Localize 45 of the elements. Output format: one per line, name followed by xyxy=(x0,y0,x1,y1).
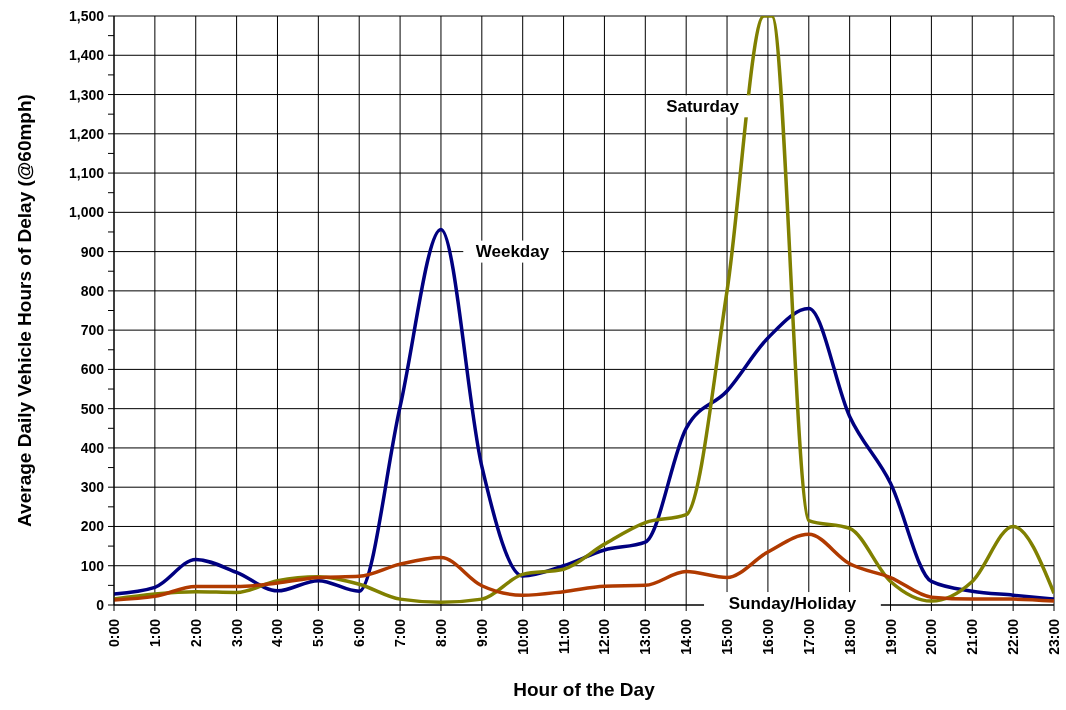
x-tick-label: 6:00 xyxy=(351,618,368,648)
y-tick-label: 700 xyxy=(80,322,105,339)
y-tick-label: 100 xyxy=(80,557,105,574)
x-axis-title: Hour of the Day xyxy=(513,679,656,700)
y-tick-label: 1,000 xyxy=(68,204,105,221)
y-tick-label: 1,200 xyxy=(68,125,105,142)
y-tick-label: 1,400 xyxy=(68,47,105,64)
x-tick-label: 10:00 xyxy=(514,618,531,655)
x-tick-label: 11:00 xyxy=(555,618,572,655)
x-tick-label: 15:00 xyxy=(719,618,736,655)
x-tick-label: 0:00 xyxy=(106,618,122,648)
y-tick-label: 0 xyxy=(96,597,105,613)
x-tick-label: 21:00 xyxy=(964,618,981,655)
series-label: Saturday xyxy=(666,96,740,116)
y-axis-title: Average Daily Vehicle Hours of Delay (@60mph) xyxy=(13,94,35,527)
x-tick-label: 19:00 xyxy=(882,618,899,655)
x-tick-label: 3:00 xyxy=(228,618,245,648)
x-tick-label: 5:00 xyxy=(310,618,327,648)
y-tick-label: 800 xyxy=(80,282,105,299)
x-tick-label: 20:00 xyxy=(923,618,940,655)
x-tick-label: 4:00 xyxy=(269,618,286,648)
x-tick-label: 17:00 xyxy=(800,618,817,655)
y-tick-label: 1,100 xyxy=(68,165,105,182)
x-tick-label: 23:00 xyxy=(1046,618,1062,655)
y-tick-label: 1,500 xyxy=(68,8,105,24)
y-tick-label: 600 xyxy=(80,361,105,378)
series-label: Sunday/Holiday xyxy=(728,593,857,613)
x-tick-label: 12:00 xyxy=(596,618,613,655)
x-tick-label: 8:00 xyxy=(432,618,449,648)
y-tick-label: 1,300 xyxy=(68,86,105,103)
x-tick-label: 1:00 xyxy=(146,618,163,648)
x-tick-label: 2:00 xyxy=(187,618,204,648)
x-tick-label: 14:00 xyxy=(678,618,695,655)
y-tick-label: 500 xyxy=(80,400,105,417)
y-tick-label: 200 xyxy=(80,518,105,535)
x-tick-label: 18:00 xyxy=(841,618,858,655)
x-tick-label: 13:00 xyxy=(637,618,654,655)
y-tick-label: 300 xyxy=(80,479,105,496)
series-label: Weekday xyxy=(475,242,550,262)
x-tick-label: 22:00 xyxy=(1005,618,1022,655)
x-tick-label: 16:00 xyxy=(759,618,776,655)
x-tick-label: 7:00 xyxy=(392,618,409,648)
y-tick-label: 900 xyxy=(80,243,105,260)
y-tick-label: 400 xyxy=(80,439,105,456)
x-tick-label: 9:00 xyxy=(473,618,490,648)
